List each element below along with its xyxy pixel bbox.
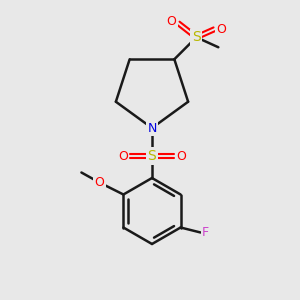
Text: O: O (167, 15, 176, 28)
Text: F: F (202, 226, 209, 239)
Text: O: O (94, 176, 104, 189)
Text: S: S (192, 30, 201, 44)
Text: O: O (216, 23, 226, 36)
Text: N: N (147, 122, 157, 134)
Text: O: O (176, 149, 186, 163)
Text: S: S (148, 149, 156, 163)
Text: O: O (118, 149, 128, 163)
